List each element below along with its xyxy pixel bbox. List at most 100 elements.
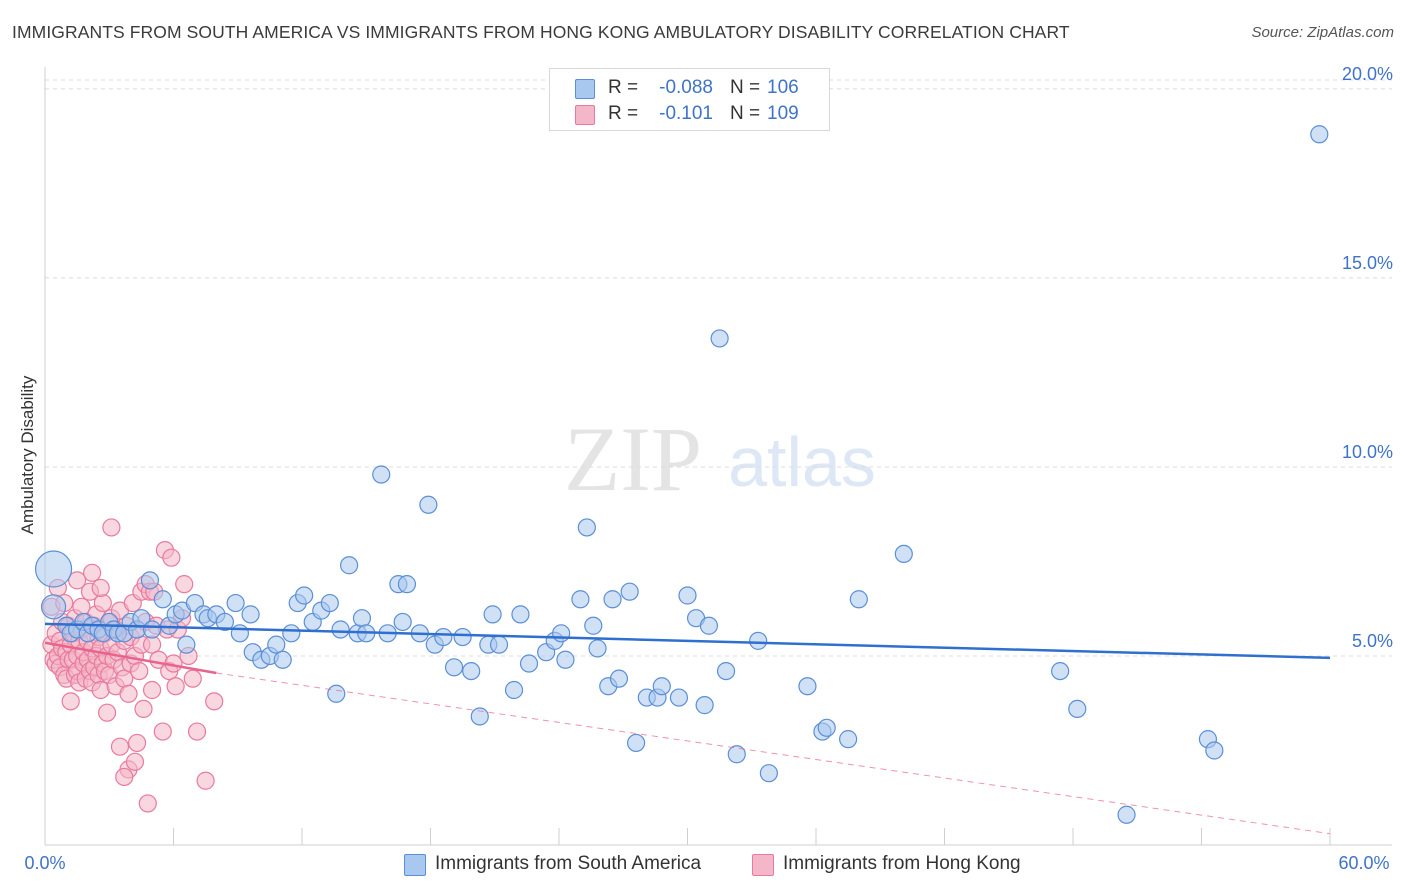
hong-kong-point (115, 767, 134, 787)
watermark-atlas: atlas (728, 423, 876, 501)
south-america-point (584, 616, 603, 635)
south-america-point (504, 680, 524, 700)
south-america-point (419, 495, 438, 514)
watermark-zip: ZIP (564, 408, 702, 510)
south-america-point (716, 661, 736, 681)
south-america-point (695, 696, 714, 715)
south-america-point (588, 639, 607, 658)
south-america-point (453, 627, 472, 647)
legend-r-value: -0.101 (659, 103, 713, 124)
south-america-point (571, 590, 590, 609)
trend-line-south-america (44, 622, 1331, 660)
south-america-point (230, 624, 249, 643)
hong-kong-point (127, 733, 147, 753)
south-america-point (352, 609, 372, 628)
south-america-point (489, 635, 509, 654)
south-america-point (340, 556, 359, 575)
south-america-point (603, 590, 622, 609)
series-label-hong-kong: Immigrants from Hong Kong (783, 853, 1021, 874)
hong-kong-point (183, 669, 202, 688)
legend-row-hong-kong: R = -0.101 N = 109 (550, 101, 829, 127)
south-america-point (849, 590, 868, 609)
south-america-point (226, 593, 245, 613)
tick-labels: 5.0% 10.0% 15.0% 20.0% 0.0% 60.0% (24, 64, 1393, 873)
south-america-point (1051, 661, 1070, 681)
south-america-point (267, 635, 286, 654)
south-america-point (839, 730, 858, 749)
south-america-point (462, 661, 481, 681)
south-america-point (1205, 741, 1224, 760)
hong-kong-point (93, 593, 112, 613)
source-label: Source: ZipAtlas.com (1251, 24, 1394, 41)
south-america-point (215, 612, 234, 632)
legend-row-south-america: R = -0.088 N = 106 (550, 75, 829, 101)
south-america-point (669, 688, 689, 707)
south-america-point (320, 593, 339, 613)
hong-kong-point (125, 752, 145, 771)
y-tick-label: 20.0% (1342, 64, 1393, 84)
south-america-point (1068, 699, 1087, 719)
y-tick-label: 10.0% (1342, 442, 1393, 462)
hong-kong-point (91, 680, 110, 700)
south-america-point (177, 635, 196, 654)
hong-kong-point (102, 518, 121, 537)
y-tick-label: 5.0% (1352, 631, 1393, 651)
x-tick-label: 0.0% (24, 853, 65, 873)
hong-kong-point (83, 563, 102, 582)
hong-kong-point (134, 699, 153, 719)
south-america-point (34, 550, 73, 588)
hong-kong-point (91, 578, 110, 598)
hong-kong-point (72, 597, 91, 616)
south-america-point (626, 733, 646, 753)
legend-r-label: R = (608, 77, 639, 98)
south-america-point (273, 650, 292, 669)
south-america-point (470, 707, 489, 726)
axes (44, 67, 1392, 846)
hong-kong-point (115, 669, 134, 688)
south-america-point (699, 616, 719, 635)
south-america-point (519, 654, 539, 673)
hong-kong-point (119, 684, 138, 703)
hong-kong-point (175, 575, 194, 594)
south-america-point (749, 631, 768, 650)
south-america-point (652, 677, 671, 696)
south-america-point (710, 329, 729, 348)
legend-r-value: -0.088 (659, 77, 713, 98)
south-america-point (282, 624, 301, 643)
chart-title: IMMIGRANTS FROM SOUTH AMERICA VS IMMIGRA… (12, 22, 1070, 42)
legend-n-label: N = (730, 77, 761, 98)
hong-kong-point (130, 661, 149, 681)
trend-extension-hong-kong (216, 672, 1331, 835)
south-america-point (241, 605, 260, 624)
series-swatch-blue (404, 854, 426, 876)
hong-kong-point (187, 722, 207, 741)
hong-kong-point (196, 771, 215, 790)
south-america-point (556, 650, 575, 669)
gridlines (45, 79, 1392, 657)
x-tick-label: 60.0% (1338, 853, 1389, 873)
legend-n-label: N = (730, 103, 761, 124)
south-america-point (894, 544, 913, 564)
south-america-point (40, 594, 67, 620)
south-america-point (372, 465, 391, 484)
trend-line-hong-kong (44, 641, 217, 675)
south-america-point (1310, 125, 1329, 144)
legend-n-value: 106 (767, 77, 799, 98)
south-america-point (759, 764, 778, 783)
hong-kong-point (205, 692, 224, 711)
south-america-point (142, 620, 162, 639)
south-america-point (140, 571, 160, 590)
hong-kong-point (153, 722, 172, 741)
south-america-point (327, 684, 346, 703)
hong-kong-point (98, 703, 117, 722)
south-america-point (817, 718, 836, 737)
south-america-point (483, 605, 502, 624)
trend-lines (44, 622, 1331, 835)
hong-kong-point (142, 635, 162, 654)
legend-swatch-pink (575, 105, 595, 125)
hong-kong-point (166, 677, 185, 696)
south-america-point (434, 627, 453, 647)
south-america-point (1117, 805, 1136, 824)
south-america-point (577, 518, 596, 537)
